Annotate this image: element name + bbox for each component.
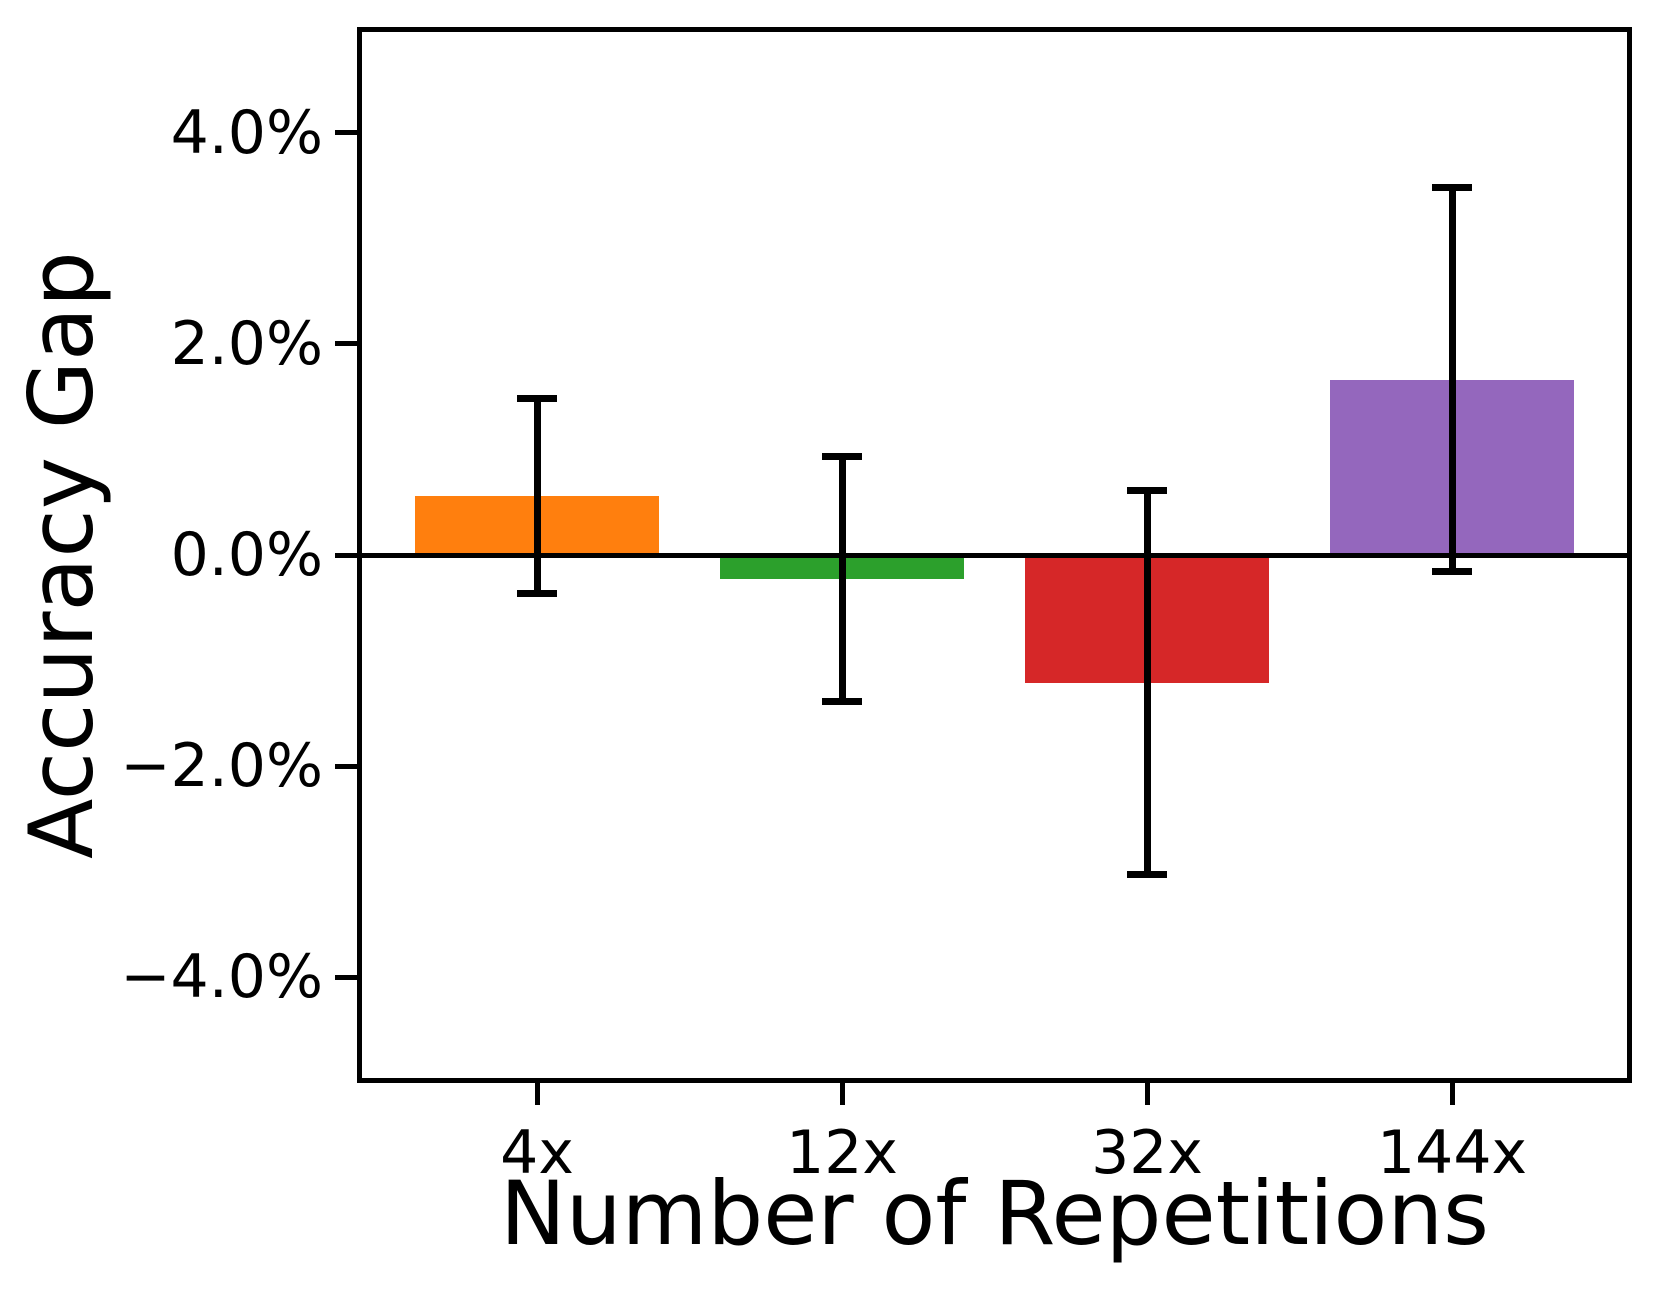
x-tick-label: 144x: [1376, 1118, 1528, 1188]
x-tick-mark: [1144, 1083, 1150, 1105]
y-tick-label: 2.0%: [170, 308, 323, 379]
y-tick-mark: [335, 974, 357, 980]
x-tick-mark: [1449, 1083, 1455, 1105]
error-bar-cap-bottom-12x: [822, 698, 862, 706]
y-axis-title: Accuracy Gap: [10, 251, 113, 859]
y-tick-label: 4.0%: [170, 97, 323, 168]
x-tick-mark: [534, 1083, 540, 1105]
error-bar-line-4x: [533, 398, 541, 593]
error-bar-line-12x: [838, 456, 846, 702]
error-bar-line-144x: [1448, 187, 1456, 572]
y-tick-mark: [335, 130, 357, 136]
x-axis-title: Number of Repetitions: [500, 1162, 1489, 1265]
x-tick-mark: [839, 1083, 845, 1105]
zero-axis-line: [357, 552, 1632, 558]
error-bar-cap-bottom-144x: [1432, 568, 1472, 576]
error-bar-cap-top-144x: [1432, 184, 1472, 191]
error-bar-cap-top-32x: [1127, 487, 1167, 495]
error-bar-cap-top-12x: [822, 453, 862, 461]
x-tick-label: 32x: [1091, 1118, 1203, 1188]
y-tick-mark: [335, 763, 357, 769]
error-bar-line-32x: [1143, 490, 1151, 875]
error-bar-cap-bottom-32x: [1127, 871, 1167, 879]
y-tick-label: −4.0%: [120, 942, 323, 1013]
y-tick-mark: [335, 341, 357, 347]
x-tick-label: 4x: [500, 1118, 574, 1188]
y-tick-mark: [335, 552, 357, 558]
error-bar-cap-bottom-4x: [517, 589, 557, 597]
error-bar-cap-top-4x: [517, 395, 557, 403]
y-tick-label: −2.0%: [120, 731, 323, 802]
x-tick-label: 12x: [786, 1118, 898, 1188]
y-tick-label: 0.0%: [170, 520, 323, 590]
